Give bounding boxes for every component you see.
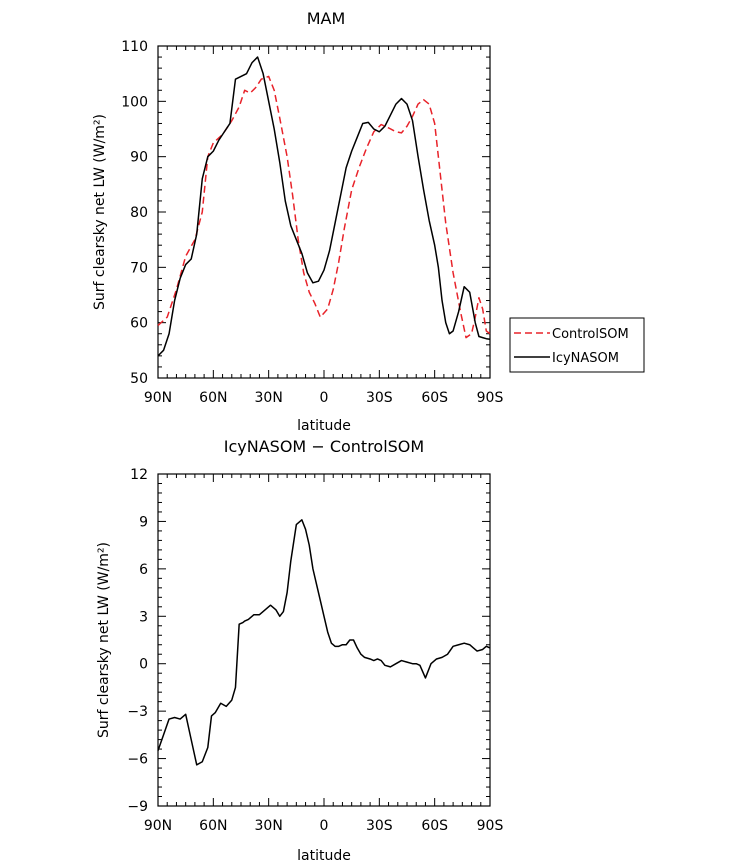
y-tick-label: 3 [139,609,148,625]
series-group [157,519,491,766]
series-line-controlsom [157,75,491,339]
legend-label-controlsom: ControlSOM [552,327,629,342]
x-tick-label: 60S [421,818,448,834]
panel-mam: MAM 90N 60N 30N 0 30S 60S 90S 50 60 70 80 90 100 110… [92,9,645,434]
legend-label-icynasom: IcyNASOM [552,351,619,366]
x-axis: 90N 60N 30N 0 30S 60S 90S [144,46,504,406]
y-axis: 50 60 70 80 90 100 110 [121,39,490,387]
series-line [157,519,491,766]
x-tick-label: 60N [199,390,227,406]
y-tick-label: 70 [130,260,148,276]
x-tick-label: 90N [144,818,172,834]
y-tick-label: 50 [130,371,148,387]
series-line-icynasom [157,56,491,357]
y-axis: −9 −6 −3 0 3 6 9 12 [127,467,490,815]
legend-box [509,317,645,373]
x-axis-label: latitude [297,848,351,864]
y-axis-label: Surf clearsky net LW (W/m²) [96,542,112,738]
x-tick-label: 30S [366,818,393,834]
x-tick-label: 0 [320,390,329,406]
x-tick-label: 90S [477,390,504,406]
x-tick-label: 60S [421,390,448,406]
x-tick-label: 90S [477,818,504,834]
x-axis: 90N 60N 30N 0 30S 60S 90S [144,474,504,834]
y-tick-label: 6 [139,562,148,578]
plot-frame [157,45,491,379]
panel-difference: IcyNASOM − ControlSOM 90N 60N 30N 0 30S 60S 90… [96,437,503,864]
x-tick-label: 60N [199,818,227,834]
y-tick-label: 80 [130,205,148,221]
y-tick-label: −6 [127,752,148,768]
y-tick-label: −3 [127,704,148,720]
x-tick-label: 30S [366,390,393,406]
y-tick-label: 9 [139,514,148,530]
chart-title: IcyNASOM − ControlSOM [224,437,424,456]
y-tick-label: −9 [127,799,148,815]
x-tick-label: 0 [320,818,329,834]
legend: ControlSOM IcyNASOM [509,317,645,373]
y-axis-label: Surf clearsky net LW (W/m²) [92,114,108,310]
x-tick-label: 90N [144,390,172,406]
y-tick-label: 60 [130,316,148,332]
plot-frame [157,473,491,807]
y-tick-label: 90 [130,150,148,166]
y-tick-label: 110 [121,39,148,55]
y-tick-label: 12 [130,467,148,483]
y-tick-label: 100 [121,94,148,110]
series-group [157,56,491,357]
y-tick-label: 0 [139,657,148,673]
x-tick-label: 30N [255,390,283,406]
chart-title: MAM [307,9,346,28]
x-axis-label: latitude [297,418,351,434]
x-tick-label: 30N [255,818,283,834]
